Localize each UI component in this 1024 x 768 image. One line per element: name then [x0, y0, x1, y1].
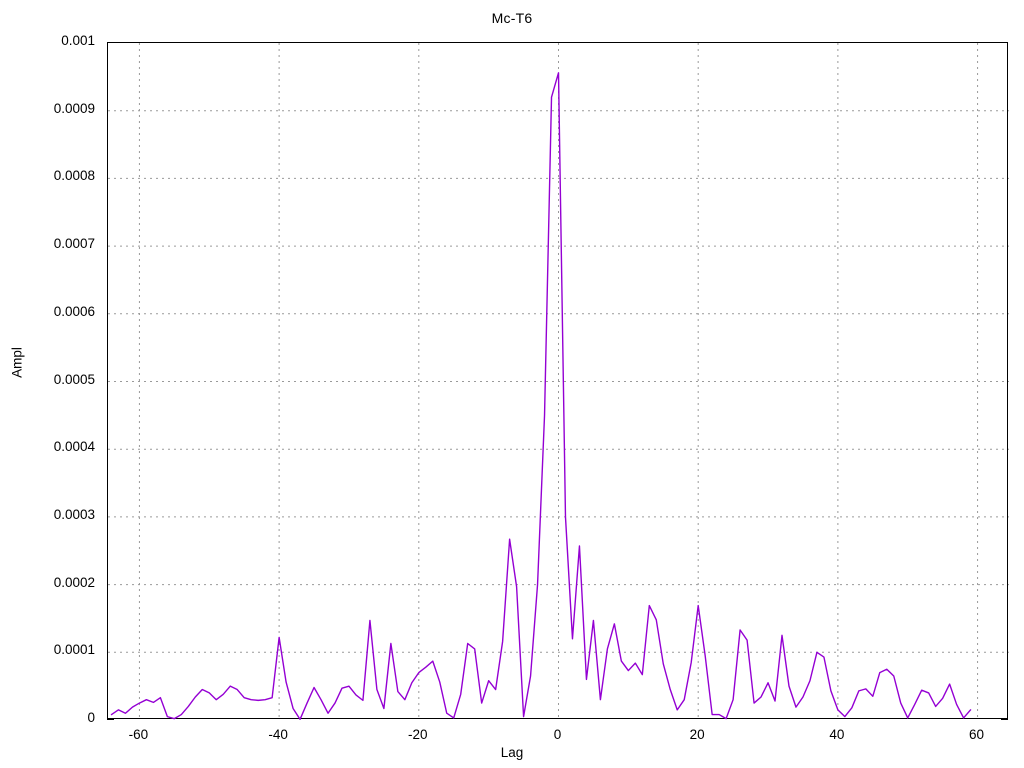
y-tick-mark — [107, 719, 114, 720]
x-tick-label: -20 — [408, 727, 428, 742]
y-tick-label: 0.0004 — [53, 439, 95, 455]
y-tick-label: 0.001 — [61, 33, 95, 48]
y-tick-label: 0.0003 — [53, 506, 95, 522]
x-tick-label: 0 — [553, 727, 562, 742]
y-tick-mark-right — [1001, 719, 1008, 720]
y-tick-label: 0.0006 — [53, 303, 95, 319]
chart-title: Mc-T6 — [491, 10, 533, 26]
data-series-line — [110, 72, 972, 720]
series-line-0 — [110, 72, 972, 720]
y-tick-label: 0.0008 — [53, 168, 95, 184]
x-tick-label: 60 — [969, 727, 985, 742]
y-tick-label: 0.0001 — [53, 642, 95, 658]
x-axis-title: Lag — [500, 745, 524, 760]
y-tick-label: 0.0007 — [53, 236, 95, 252]
plot-area — [107, 42, 1009, 720]
x-tick-label: 40 — [829, 727, 845, 742]
grid-lines — [108, 43, 1009, 720]
x-tick-label: -60 — [128, 727, 149, 742]
x-tick-label: 20 — [689, 727, 705, 742]
y-tick-label: 0 — [87, 710, 95, 725]
y-tick-label: 0.0005 — [53, 371, 95, 387]
y-tick-label: 0.0009 — [53, 100, 95, 116]
x-tick-label: -40 — [268, 727, 288, 742]
y-tick-label: 0.0002 — [53, 574, 95, 590]
